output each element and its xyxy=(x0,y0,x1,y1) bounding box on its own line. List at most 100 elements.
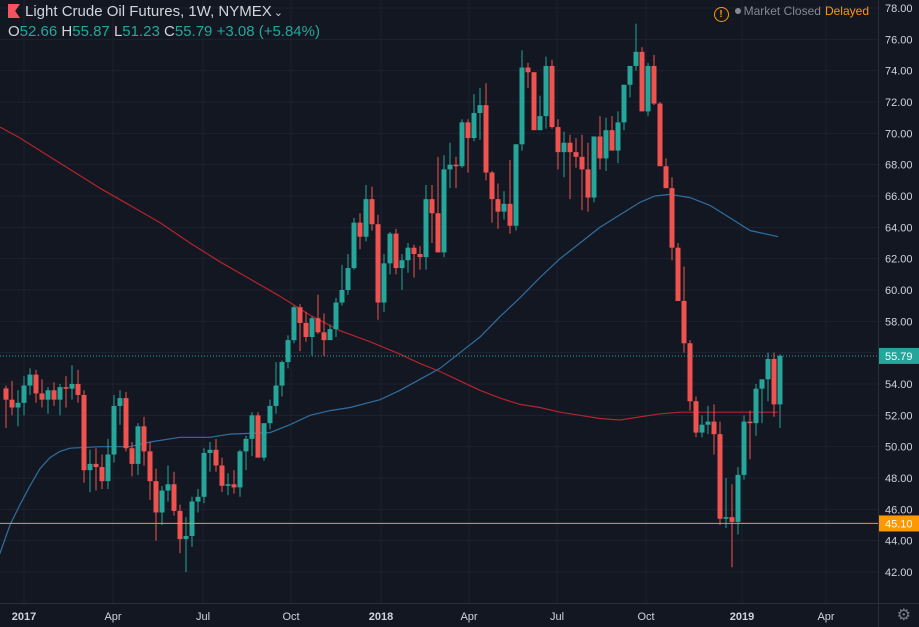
candle xyxy=(741,415,747,480)
candle xyxy=(501,191,507,220)
candle xyxy=(9,380,15,416)
candle-body xyxy=(435,213,441,253)
candle xyxy=(75,369,81,403)
candle xyxy=(111,394,117,463)
x-tick-label: Oct xyxy=(282,611,299,623)
candle xyxy=(555,119,561,170)
candle-body xyxy=(711,421,717,435)
candle-body xyxy=(675,247,681,301)
candle-body xyxy=(21,385,27,403)
candle xyxy=(495,183,501,229)
candle-body xyxy=(531,72,537,131)
candle-body xyxy=(189,501,195,536)
y-tick-label: 58.00 xyxy=(885,316,913,328)
candle-body xyxy=(747,421,753,424)
candle-body xyxy=(3,388,9,400)
candle-body xyxy=(123,398,129,449)
candle-body xyxy=(447,164,453,170)
symbol-title: Light Crude Oil Futures, 1W, NYMEX xyxy=(25,3,272,20)
candle xyxy=(333,297,339,337)
candle xyxy=(561,131,567,178)
ma-fast-line xyxy=(0,193,779,555)
x-tick-label: 2018 xyxy=(369,611,393,623)
support-tag-bg xyxy=(879,515,919,532)
candle-body xyxy=(645,65,651,112)
candle xyxy=(639,47,645,112)
y-tick-label: 66.00 xyxy=(885,191,913,203)
y-tick-label: 68.00 xyxy=(885,160,913,172)
y-tick-label: 64.00 xyxy=(885,222,913,234)
candle-body xyxy=(159,490,165,513)
candle-body xyxy=(249,415,255,439)
candle xyxy=(63,376,69,408)
chevron-down-icon[interactable]: ⌄ xyxy=(273,7,283,19)
candle-body xyxy=(519,67,525,145)
candle xyxy=(489,170,495,223)
candle xyxy=(207,441,213,472)
warning-icon[interactable]: ! xyxy=(713,7,729,22)
candle xyxy=(777,354,783,428)
candle xyxy=(117,390,123,425)
y-tick-label: 50.00 xyxy=(885,442,913,454)
candle xyxy=(297,304,303,352)
candle-body xyxy=(543,65,549,117)
candle-body xyxy=(585,169,591,198)
candle xyxy=(717,421,723,525)
y-tick-label: 78.00 xyxy=(885,3,913,15)
candle-body xyxy=(483,105,489,173)
candle xyxy=(729,484,735,568)
candle-body xyxy=(303,322,309,337)
candle xyxy=(93,448,99,491)
candle-body xyxy=(219,465,225,486)
symbol-header[interactable]: Light Crude Oil Futures, 1W, NYMEX ⌄ xyxy=(8,3,283,20)
candle-body xyxy=(273,385,279,406)
candle-body xyxy=(417,253,423,258)
candle xyxy=(21,376,27,416)
candle-body xyxy=(177,510,183,540)
candle-body xyxy=(267,405,273,424)
candle-body xyxy=(225,484,231,486)
candle-body xyxy=(231,484,237,488)
open-value: 52.66 xyxy=(19,23,58,40)
candle xyxy=(597,116,603,170)
candle xyxy=(51,382,57,406)
candle xyxy=(471,94,477,142)
candle xyxy=(699,415,705,438)
candle xyxy=(153,468,159,541)
candle-body xyxy=(99,467,105,482)
candle xyxy=(735,467,741,535)
candle xyxy=(99,454,105,489)
candle-body xyxy=(141,426,147,452)
last-price-tag: 55.79 xyxy=(879,347,919,364)
candle-body xyxy=(63,387,69,389)
candle-body xyxy=(393,233,399,269)
candle-body xyxy=(201,452,207,497)
candle-body xyxy=(333,302,339,330)
candle xyxy=(453,156,459,189)
candle xyxy=(633,23,639,71)
market-closed-label: Market Closed xyxy=(743,4,821,18)
candle xyxy=(387,232,393,275)
price-lines xyxy=(0,355,878,524)
candle xyxy=(585,142,591,212)
candle xyxy=(477,87,483,140)
x-tick-label: Jul xyxy=(196,611,210,623)
last-price-label: 55.79 xyxy=(885,351,913,363)
candle-body xyxy=(297,307,303,323)
candle xyxy=(369,186,375,231)
candle-body xyxy=(603,130,609,159)
candle-body xyxy=(621,84,627,123)
candle xyxy=(567,134,573,200)
candle-body xyxy=(699,424,705,433)
candle xyxy=(321,313,327,356)
candle xyxy=(483,83,489,181)
candle-body xyxy=(465,122,471,139)
candle-body xyxy=(15,402,21,408)
candle xyxy=(39,379,45,408)
candle-body xyxy=(507,203,513,226)
gear-icon[interactable]: ⚙ xyxy=(896,607,911,624)
candle xyxy=(399,253,405,290)
delayed-label: Delayed xyxy=(824,4,869,18)
